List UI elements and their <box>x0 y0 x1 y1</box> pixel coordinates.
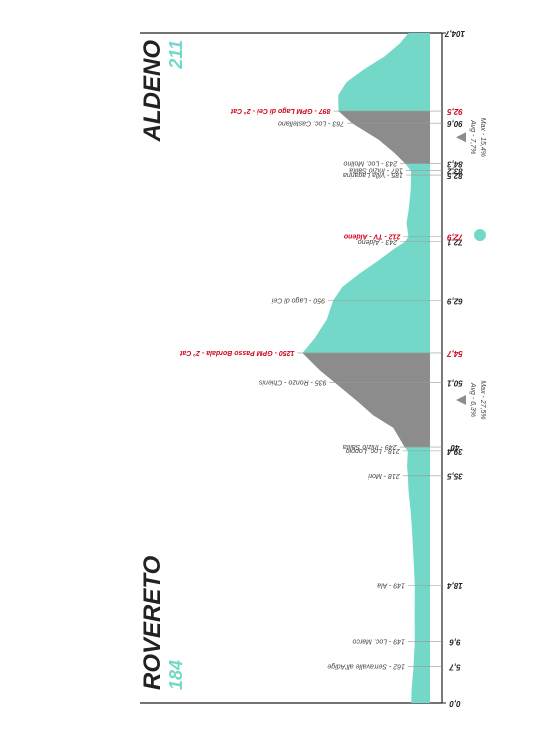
climb-avg: Avg - 7,7% <box>469 119 476 154</box>
km-label: 90,6 <box>447 119 463 128</box>
km-label: 5,7 <box>449 662 461 671</box>
waypoint-label: 149 - Ala <box>377 581 405 588</box>
waypoint-label: 212 - TV - Aldeno <box>343 233 401 240</box>
km-label: 72,1 <box>447 238 463 247</box>
km-label: 72,9 <box>447 232 463 241</box>
climb-avg: Avg - 6,3% <box>469 382 476 417</box>
waypoint-label: 218 - Loc. Loppio <box>346 447 401 454</box>
km-label: 39,4 <box>447 447 463 456</box>
waypoint-label: 162 - Serravalle all'Adige <box>327 663 405 670</box>
km-label: 82,5 <box>447 171 463 180</box>
climb-area <box>302 352 430 448</box>
km-label: 9,6 <box>449 637 461 646</box>
km-label: 40 <box>450 443 460 452</box>
climb-marker <box>456 132 466 143</box>
climb-marker <box>456 394 466 405</box>
climb-max: Max - 15,4% <box>479 118 486 157</box>
waypoint-label: 149 - Loc. Marco <box>352 638 405 645</box>
waypoint-label: 185 - Villa Lagarina <box>343 171 403 178</box>
waypoint-label: 897 - GPM Lago di Cei - 2° Cat <box>230 107 330 115</box>
start-name: ROVERETO <box>139 555 166 690</box>
km-label: 84,3 <box>447 159 463 168</box>
waypoint-label: 187 - Inizio Salita <box>349 167 403 174</box>
waypoint-label: 763 - Loc. Castellano <box>278 119 344 126</box>
km-label: 54,7 <box>447 349 463 358</box>
km-label: 92,5 <box>447 107 463 116</box>
finish-name: ALDENO <box>139 40 166 143</box>
km-label: 18,4 <box>447 581 463 590</box>
km-label: 104,7 <box>444 29 465 38</box>
timing-icon <box>474 229 486 241</box>
waypoint-label: 249 - Inizio Salita <box>343 443 398 450</box>
waypoint-label: 935 - Ronzo - Chienis <box>258 379 326 386</box>
km-label: 50,1 <box>447 378 463 387</box>
waypoint-label: 243 - Aldeno <box>358 238 399 245</box>
waypoint-label: 950 - Lago di Cei <box>271 297 325 304</box>
km-label: 35,5 <box>447 472 463 481</box>
climb-area <box>338 111 430 164</box>
waypoint-label: 1250 - GPM Passo Bordala - 2° Cat <box>179 349 294 357</box>
climb-max: Max - 27,5% <box>479 380 486 419</box>
km-label: 0,0 <box>449 699 461 708</box>
finish-elevation: 211 <box>166 40 186 70</box>
waypoint-label: 243 - Loc. Molino <box>343 160 398 167</box>
start-elevation: 184 <box>166 660 186 690</box>
km-label: 83,2 <box>447 166 463 175</box>
km-label: 62,9 <box>447 296 463 305</box>
waypoint-label: 218 - Mori <box>368 472 401 479</box>
